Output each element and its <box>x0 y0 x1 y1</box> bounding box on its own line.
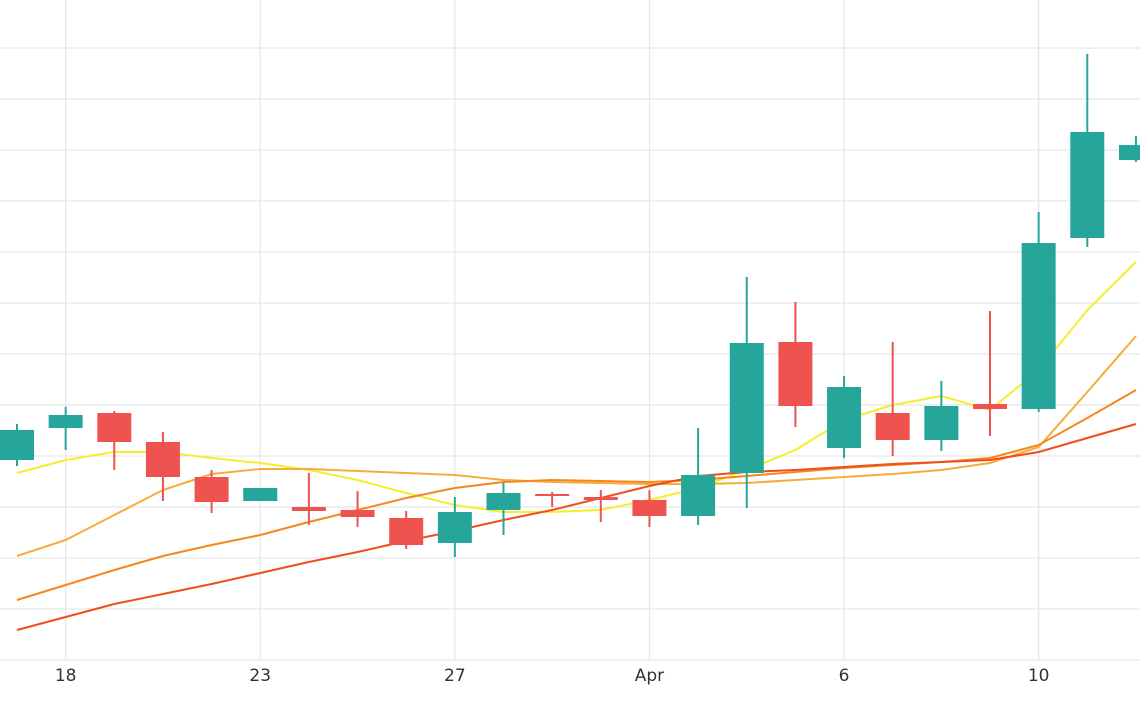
candle-body <box>291 507 326 511</box>
candle-body <box>583 497 618 500</box>
candle-body <box>681 475 716 516</box>
x-tick-label: Apr <box>635 666 664 686</box>
candle-body <box>729 343 764 473</box>
candle-body <box>486 493 521 510</box>
candle-body <box>389 518 424 545</box>
candles <box>0 54 1140 557</box>
candle-body <box>778 342 813 406</box>
x-tick-label: 18 <box>55 666 77 686</box>
candle-body <box>1021 243 1056 409</box>
ma-line <box>16 261 1137 513</box>
ma-line <box>16 389 1137 601</box>
candle-body <box>973 404 1007 409</box>
candle-body <box>194 477 229 502</box>
moving-averages <box>16 261 1137 631</box>
x-tick-label: 10 <box>1028 666 1050 686</box>
x-tick-label: 6 <box>839 666 850 686</box>
x-tick-label: 27 <box>444 666 466 686</box>
candle-body <box>0 430 34 460</box>
candle-body <box>437 512 472 543</box>
candle-body <box>243 488 278 501</box>
candle-body <box>535 494 570 496</box>
x-tick-label: 23 <box>249 666 271 686</box>
candle-body <box>827 387 862 448</box>
grid <box>0 0 1140 661</box>
candle-body <box>875 413 910 440</box>
candle-body <box>1118 145 1140 160</box>
candle-body <box>48 415 83 428</box>
candle-body <box>1070 132 1105 238</box>
ma-line <box>16 423 1137 631</box>
x-axis: 18 23 27 Apr 6 10 <box>55 666 1050 686</box>
candle-body <box>924 406 959 440</box>
candle-body <box>145 442 180 477</box>
candle-body <box>97 413 132 442</box>
candle-body <box>340 510 375 517</box>
ma-line <box>16 335 1137 557</box>
candle-body <box>632 500 667 516</box>
